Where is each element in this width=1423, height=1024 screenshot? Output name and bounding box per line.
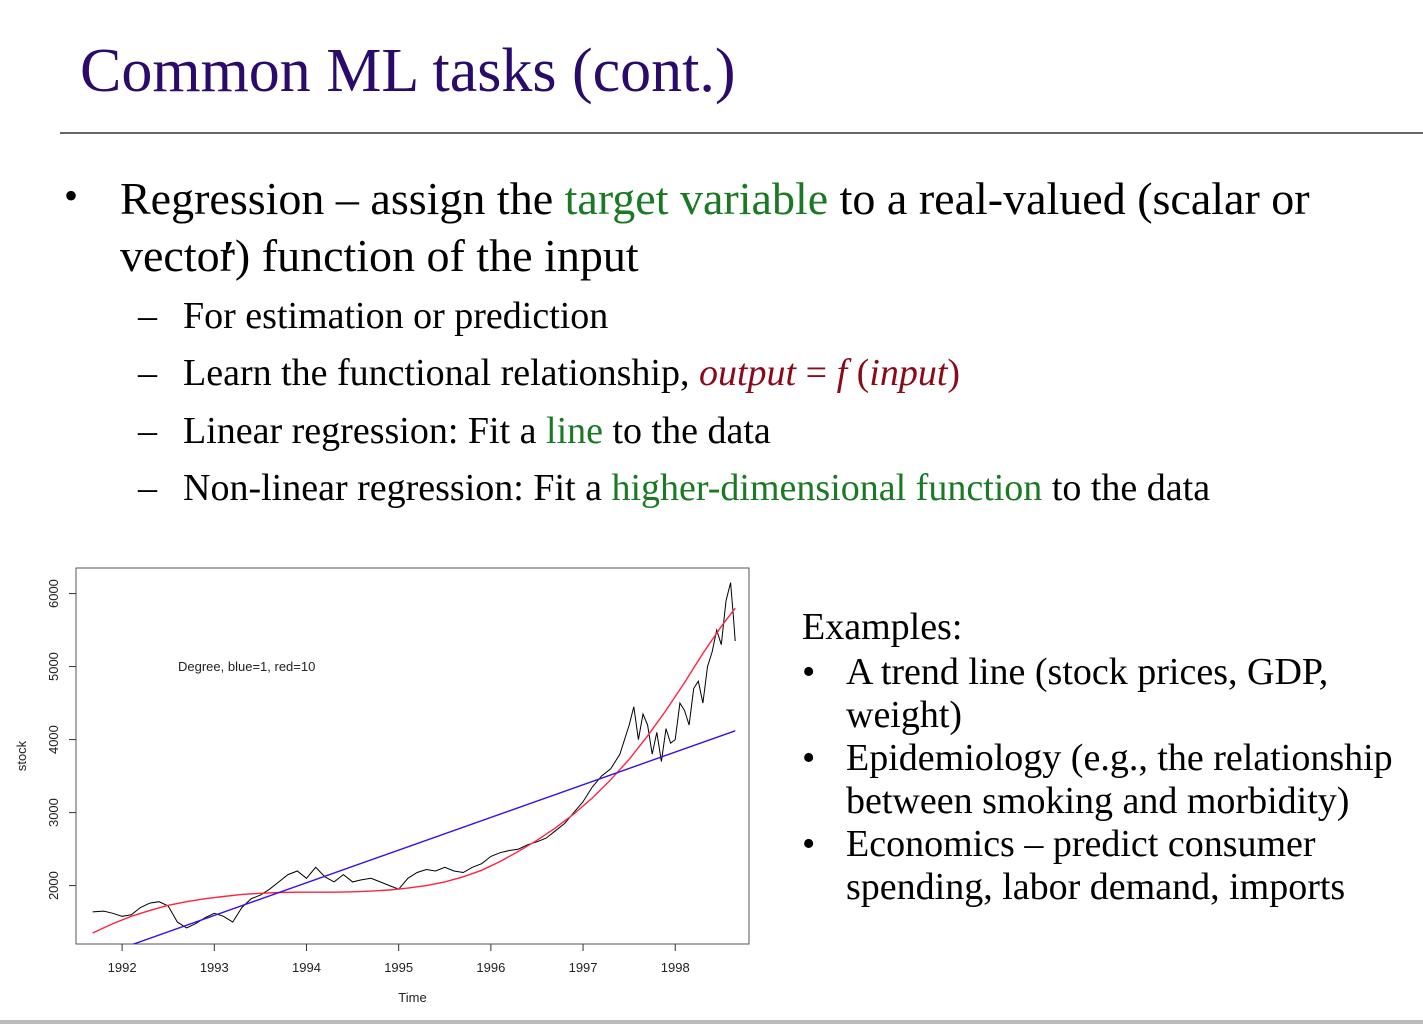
sub-bullet-highlight: line [546, 410, 603, 452]
sub-bullet-text: Learn the functional relationship, [183, 352, 699, 394]
y-tick-label: 3000 [46, 798, 61, 827]
bullet-marker: • [64, 173, 79, 218]
x-axis-label: Time [398, 990, 426, 1005]
example-text: Epidemiology (e.g., the relationship bet… [846, 737, 1393, 822]
sub-bullet-nonlinear: Non-linear regression: Fit a higher-dime… [183, 466, 1210, 510]
formula-paren-close: ) [947, 352, 961, 394]
examples-block: Examples: • A trend line (stock prices, … [802, 606, 1402, 909]
formula-f: f [836, 352, 848, 394]
main-bullet-text-1: Regression – assign the [120, 173, 565, 224]
sub-bullet-highlight: higher-dimensional function [611, 467, 1043, 509]
series-line-0 [92, 582, 736, 929]
x-tick-label: 1998 [661, 960, 690, 975]
y-tick-label: 2000 [46, 871, 61, 900]
x-tick-label: 1994 [292, 960, 321, 975]
y-tick-label: 6000 [46, 579, 61, 608]
sub-bullet-text: Non-linear regression: Fit a [183, 467, 612, 509]
mouse-cursor-icon [226, 242, 232, 256]
y-tick-label: 4000 [46, 725, 61, 754]
sub-bullet-dash: – [138, 410, 157, 452]
example-item: • Economics – predict consumer spending,… [802, 823, 1402, 909]
y-tick-label: 5000 [46, 652, 61, 681]
bullet-marker: • [802, 737, 816, 779]
formula-equals: = [796, 352, 837, 394]
x-tick-label: 1992 [108, 960, 137, 975]
sub-bullet-text: to the data [603, 410, 771, 452]
title-divider [60, 132, 1423, 134]
bullet-marker: • [802, 823, 816, 865]
x-tick-label: 1995 [384, 960, 413, 975]
plot-frame [75, 567, 750, 945]
sub-bullet-dash: – [138, 467, 157, 509]
main-bullet: Regression – assign the target variable … [120, 170, 1380, 284]
formula-output: output [699, 352, 797, 394]
series-line-1 [92, 607, 736, 934]
sub-bullet-dash: – [138, 295, 157, 337]
series-line-2 [131, 730, 736, 944]
sub-bullet-linear: Linear regression: Fit a line to the dat… [183, 409, 771, 453]
x-tick-label: 1993 [200, 960, 229, 975]
formula-input: input [869, 352, 948, 394]
sub-bullet-dash: – [138, 352, 157, 394]
examples-heading: Examples: [802, 606, 963, 648]
stock-regression-chart: 1992 1993 1994 1995 1996 1997 1998 2000 3000 4000… [0, 560, 760, 1020]
x-tick-label: 1997 [569, 960, 598, 975]
slide-bottom-edge [0, 1020, 1423, 1024]
slide-title: Common ML tasks (cont.) [80, 37, 736, 105]
x-tick-label: 1996 [476, 960, 505, 975]
example-item: • Epidemiology (e.g., the relationship b… [802, 737, 1402, 823]
sub-bullet-text: Linear regression: Fit a [183, 410, 547, 452]
example-item: • A trend line (stock prices, GDP, weigh… [802, 651, 1402, 737]
example-text: A trend line (stock prices, GDP, weight) [846, 651, 1329, 736]
sub-bullet-estimation: For estimation or prediction [183, 294, 608, 338]
main-bullet-highlight: target variable [564, 173, 829, 224]
legend-text: Degree, blue=1, red=10 [178, 659, 315, 674]
main-bullet-text-2: to a real-valued (scalar or vector) func… [120, 173, 1310, 281]
bullet-marker: • [802, 651, 816, 693]
sub-bullet-functional: Learn the functional relationship, outpu… [183, 351, 960, 395]
sub-bullet-text: For estimation or prediction [183, 295, 609, 337]
sub-bullet-text: to the data [1042, 467, 1211, 509]
example-text: Economics – predict consumer spending, l… [846, 823, 1346, 908]
y-axis-label: stock [14, 740, 29, 771]
formula-paren-open: ( [847, 352, 870, 394]
chart-svg: 1992 1993 1994 1995 1996 1997 1998 2000 3000 4000… [14, 567, 750, 1005]
